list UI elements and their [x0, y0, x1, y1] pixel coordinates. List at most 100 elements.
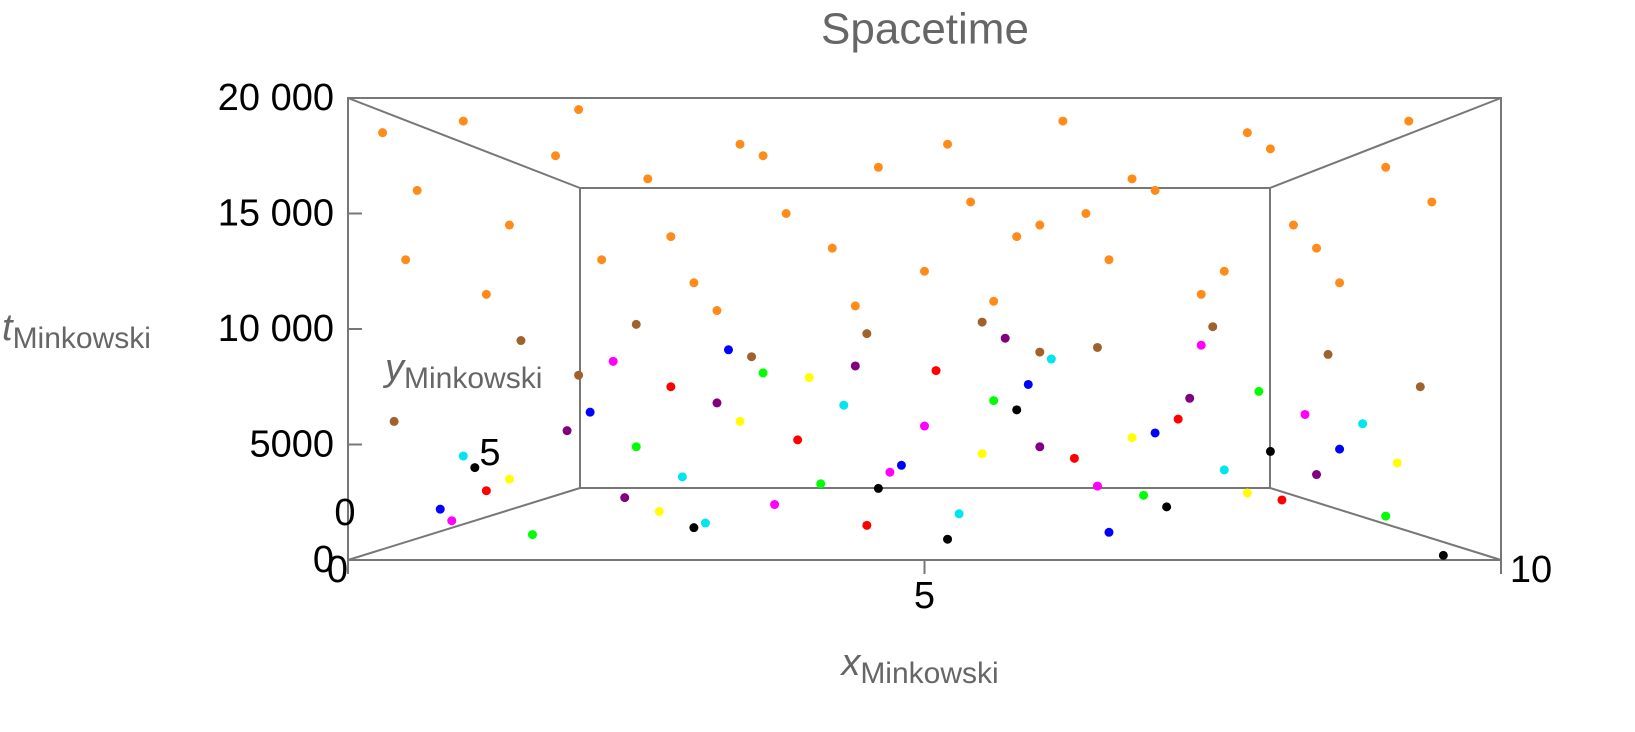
- point: [608, 356, 618, 366]
- point: [700, 518, 710, 528]
- chart-title: Spacetime: [821, 5, 1029, 54]
- point: [597, 255, 607, 265]
- t-tick-label: 20 000: [218, 77, 334, 119]
- point: [1185, 393, 1195, 403]
- point: [1012, 232, 1022, 242]
- point: [885, 467, 895, 477]
- point: [920, 421, 929, 431]
- point: [747, 352, 757, 362]
- point: [1242, 488, 1252, 498]
- point: [712, 398, 722, 408]
- point: [470, 463, 480, 473]
- y-axis-label: yMinkowski: [382, 347, 542, 395]
- point: [527, 530, 537, 540]
- point: [931, 366, 941, 376]
- point: [873, 483, 883, 493]
- point: [850, 301, 860, 311]
- point: [458, 116, 468, 126]
- point: [1381, 162, 1391, 172]
- point: [758, 151, 768, 161]
- point: [1104, 255, 1114, 265]
- point: [1139, 490, 1149, 500]
- t-label-main: t: [2, 307, 14, 349]
- point: [862, 520, 872, 530]
- t-tick-label: 0: [313, 539, 334, 581]
- point: [1265, 446, 1275, 456]
- point: [1150, 428, 1160, 438]
- point: [1058, 116, 1068, 126]
- point: [1265, 144, 1275, 154]
- point: [781, 209, 791, 218]
- inner-box: [579, 187, 1271, 489]
- box-edge: [347, 97, 581, 189]
- point: [401, 255, 411, 265]
- point: [1023, 379, 1033, 389]
- x-tick-label: 5: [914, 575, 935, 617]
- point: [1196, 340, 1206, 350]
- point: [989, 396, 999, 406]
- point: [873, 162, 883, 172]
- box-edge: [1269, 487, 1502, 561]
- box-edge: [1269, 97, 1502, 189]
- point: [1162, 502, 1172, 512]
- point: [977, 317, 987, 327]
- point: [1358, 419, 1368, 429]
- y-label-main: y: [382, 347, 406, 389]
- point: [989, 296, 999, 306]
- point: [504, 220, 514, 230]
- point: [412, 185, 422, 195]
- point: [666, 382, 676, 392]
- point: [504, 474, 514, 484]
- point: [735, 139, 745, 149]
- x-axis-label: xMinkowski: [839, 642, 998, 690]
- point: [1173, 414, 1183, 424]
- point: [574, 370, 584, 380]
- point: [1035, 347, 1045, 357]
- point: [943, 534, 953, 544]
- point: [1219, 465, 1229, 475]
- point: [551, 151, 561, 161]
- point: [1035, 442, 1045, 452]
- point: [723, 345, 733, 355]
- point: [1150, 185, 1160, 195]
- point: [1277, 495, 1287, 505]
- point: [712, 306, 722, 316]
- point: [1254, 386, 1264, 396]
- point: [1208, 322, 1218, 332]
- t-label-sub: Minkowski: [13, 322, 151, 355]
- point: [562, 426, 572, 436]
- point: [1242, 128, 1252, 138]
- point: [758, 368, 768, 378]
- point: [1092, 481, 1102, 491]
- point: [1335, 444, 1345, 454]
- point: [804, 373, 814, 383]
- point: [516, 336, 526, 346]
- point: [1438, 550, 1448, 560]
- point: [1081, 209, 1091, 218]
- outer-box: [347, 97, 1502, 561]
- x-label-sub: Minkowski: [860, 657, 998, 690]
- point: [1092, 342, 1102, 352]
- point: [574, 105, 584, 115]
- t-tick-label: 10 000: [218, 308, 334, 350]
- point: [1404, 116, 1414, 126]
- point: [850, 361, 860, 371]
- point: [447, 516, 457, 526]
- point: [735, 416, 745, 426]
- x-tick-label: 10: [1510, 549, 1552, 591]
- t-tick-label: 15 000: [218, 193, 334, 235]
- point: [1427, 197, 1437, 207]
- point: [378, 128, 388, 138]
- point: [585, 407, 595, 417]
- point: [631, 442, 641, 452]
- point: [896, 460, 906, 470]
- point: [862, 329, 872, 339]
- point: [1312, 470, 1322, 480]
- point: [1046, 354, 1056, 364]
- point: [1069, 453, 1079, 463]
- point: [793, 435, 803, 445]
- point: [435, 504, 445, 514]
- point: [631, 319, 641, 329]
